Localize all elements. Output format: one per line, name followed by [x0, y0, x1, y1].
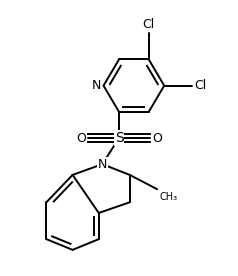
Text: CH₃: CH₃ — [159, 192, 178, 201]
Text: Cl: Cl — [143, 18, 155, 31]
Text: O: O — [152, 131, 162, 145]
Text: S: S — [115, 131, 123, 145]
Text: Cl: Cl — [194, 79, 206, 92]
Text: O: O — [76, 131, 86, 145]
Text: N: N — [98, 158, 107, 171]
Text: N: N — [92, 79, 101, 92]
